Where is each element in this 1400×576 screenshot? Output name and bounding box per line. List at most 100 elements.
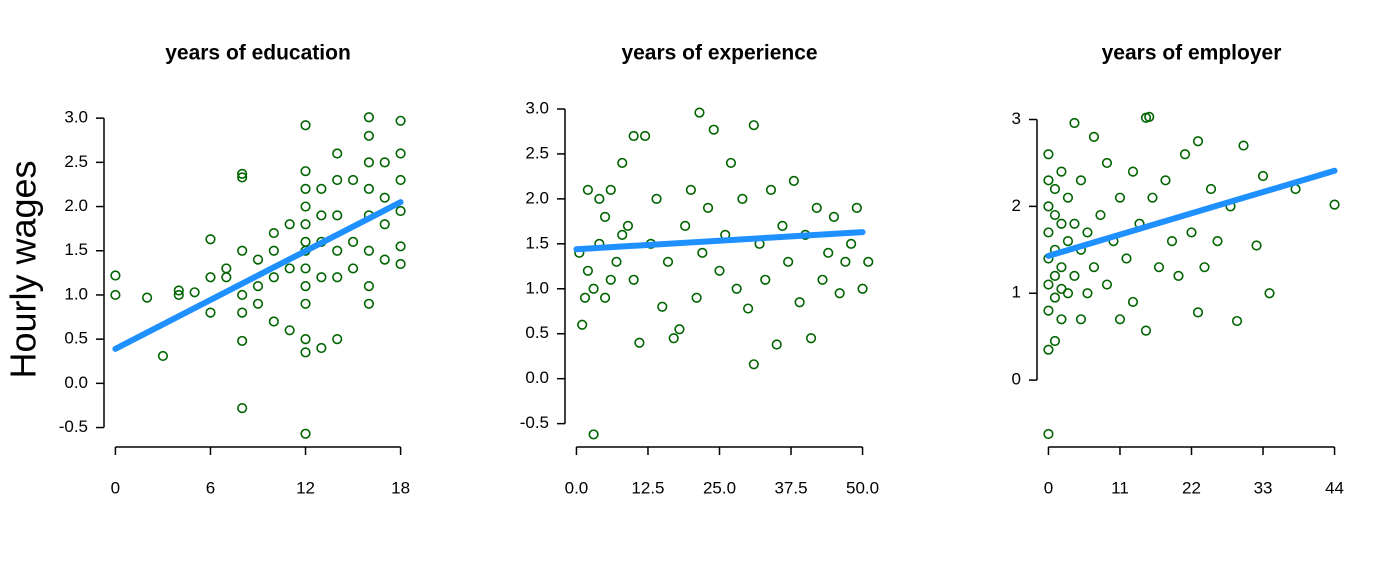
point bbox=[237, 245, 248, 256]
point bbox=[284, 263, 295, 274]
x-tick-label: 44 bbox=[1325, 478, 1344, 497]
fit-line bbox=[1045, 167, 1338, 259]
point bbox=[1069, 218, 1080, 229]
y-axis-label: Hourly wages bbox=[3, 160, 44, 378]
point bbox=[268, 272, 279, 283]
point bbox=[300, 166, 311, 177]
point bbox=[363, 112, 375, 123]
point bbox=[628, 274, 639, 285]
point bbox=[714, 265, 725, 276]
y-tick-label: 0 bbox=[1012, 370, 1021, 389]
y-tick-label: 0.0 bbox=[64, 373, 88, 392]
point bbox=[379, 219, 390, 230]
x-tick-label: 33 bbox=[1254, 478, 1273, 497]
point bbox=[1043, 279, 1054, 290]
x-tick-label: 6 bbox=[206, 478, 215, 497]
point bbox=[605, 184, 616, 195]
point bbox=[1056, 314, 1067, 325]
x-tick-label: 18 bbox=[391, 478, 410, 497]
point bbox=[748, 359, 759, 370]
point bbox=[237, 307, 248, 318]
point bbox=[1049, 292, 1061, 303]
point bbox=[363, 157, 375, 168]
point bbox=[1101, 157, 1113, 169]
point bbox=[1056, 262, 1067, 273]
y-tick-label: 2.0 bbox=[525, 188, 549, 207]
y-tick-label: 2 bbox=[1012, 196, 1021, 215]
y-tick-label: 3 bbox=[1012, 109, 1021, 128]
point bbox=[743, 303, 754, 314]
point bbox=[300, 201, 311, 212]
point bbox=[1082, 227, 1093, 238]
point bbox=[1043, 175, 1054, 186]
y-tick-label: 1.5 bbox=[64, 240, 88, 259]
point bbox=[788, 175, 799, 187]
point bbox=[1069, 270, 1080, 281]
point bbox=[205, 234, 216, 245]
x-tick-label: 50.0 bbox=[846, 478, 879, 497]
x-tick-label: 11 bbox=[1111, 478, 1129, 497]
point bbox=[577, 319, 588, 330]
point bbox=[828, 211, 840, 222]
point bbox=[765, 184, 777, 195]
x-tick-label: 0.0 bbox=[565, 478, 589, 497]
point bbox=[252, 281, 264, 292]
point bbox=[1088, 262, 1100, 273]
point bbox=[347, 236, 359, 248]
point bbox=[300, 347, 311, 358]
point bbox=[395, 258, 406, 270]
point bbox=[1056, 283, 1067, 294]
point bbox=[805, 333, 817, 344]
point bbox=[363, 298, 375, 309]
point bbox=[189, 287, 200, 298]
point bbox=[1101, 279, 1113, 290]
point bbox=[846, 238, 857, 249]
point bbox=[157, 350, 169, 362]
point bbox=[237, 168, 248, 179]
point bbox=[582, 265, 593, 276]
point bbox=[363, 130, 375, 141]
point bbox=[110, 289, 121, 301]
point bbox=[1088, 131, 1100, 142]
point bbox=[668, 333, 679, 344]
point bbox=[1192, 136, 1204, 147]
point bbox=[794, 297, 805, 308]
point bbox=[863, 256, 874, 267]
y-tick-label: 1 bbox=[1012, 283, 1021, 302]
point bbox=[300, 219, 311, 230]
point bbox=[1173, 270, 1184, 281]
point bbox=[694, 107, 705, 118]
point bbox=[395, 174, 406, 186]
point bbox=[1043, 149, 1054, 160]
point bbox=[1192, 307, 1204, 318]
y-tick-label: 0.5 bbox=[525, 323, 549, 342]
point bbox=[300, 120, 311, 131]
point bbox=[1160, 175, 1171, 186]
point bbox=[268, 245, 279, 256]
point bbox=[300, 334, 311, 345]
point bbox=[1095, 209, 1106, 221]
point bbox=[252, 254, 264, 265]
point bbox=[1264, 288, 1275, 299]
point bbox=[1043, 344, 1054, 355]
x-tick-label: 25.0 bbox=[703, 478, 736, 497]
point bbox=[332, 272, 343, 283]
point bbox=[300, 428, 311, 439]
point bbox=[300, 281, 311, 292]
point bbox=[594, 193, 605, 204]
point bbox=[748, 120, 759, 131]
point bbox=[1140, 325, 1152, 336]
point bbox=[662, 256, 674, 267]
point bbox=[599, 292, 611, 303]
y-tick-label: 2.0 bbox=[64, 196, 88, 215]
point bbox=[300, 298, 311, 309]
y-tick-label: 1.0 bbox=[64, 284, 88, 303]
point bbox=[1329, 199, 1340, 210]
point bbox=[622, 220, 634, 231]
point bbox=[1127, 166, 1139, 177]
point bbox=[395, 115, 406, 126]
point bbox=[771, 339, 782, 350]
point bbox=[110, 270, 121, 281]
point bbox=[617, 229, 628, 240]
